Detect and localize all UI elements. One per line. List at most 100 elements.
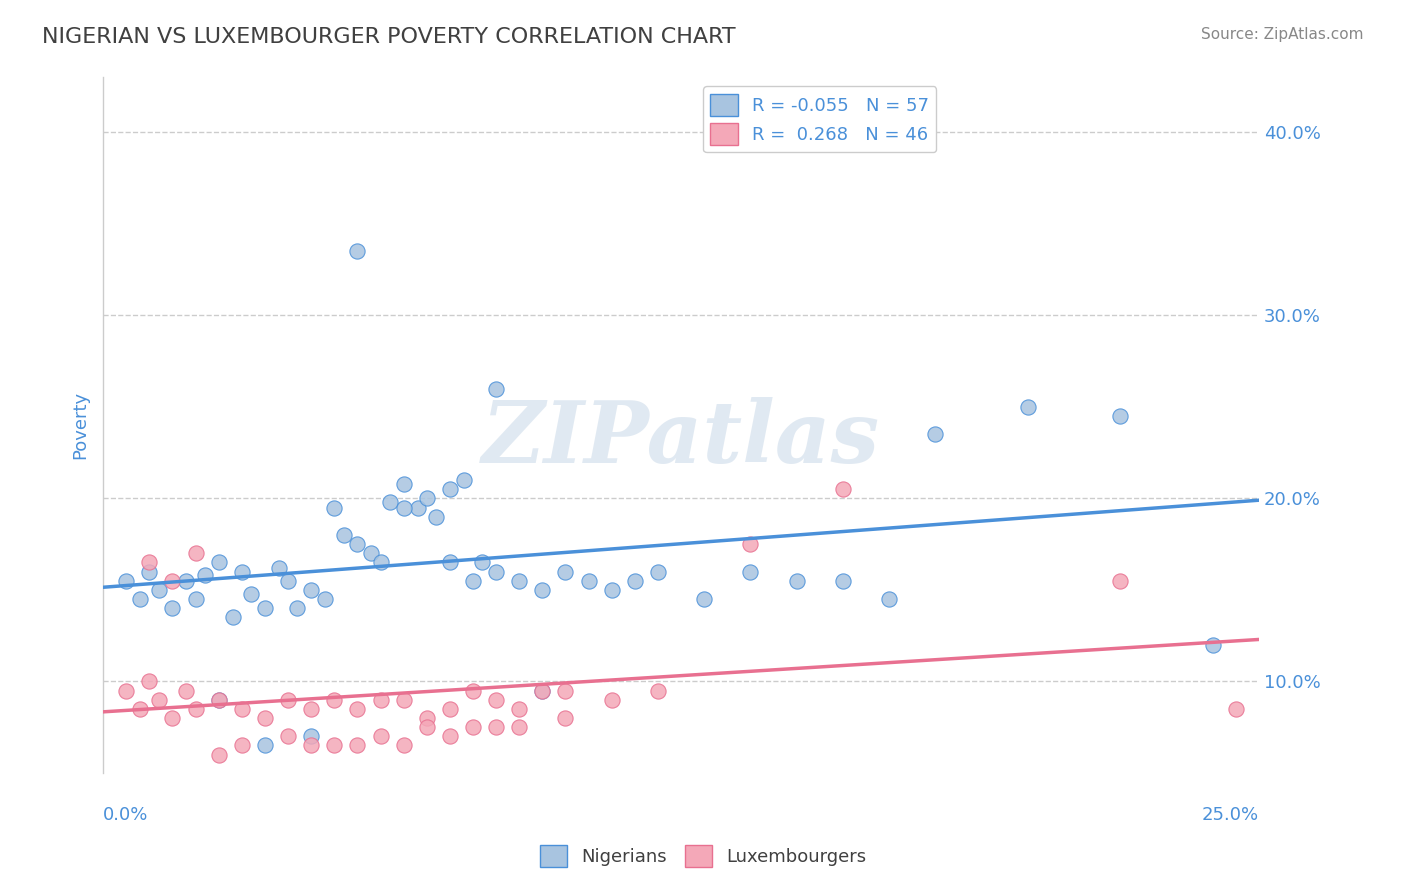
Point — [370, 729, 392, 743]
Point — [277, 729, 299, 743]
Point — [554, 711, 576, 725]
Point — [425, 509, 447, 524]
Point — [1225, 702, 1247, 716]
Point — [194, 568, 217, 582]
Point — [221, 610, 243, 624]
Text: 25.0%: 25.0% — [1202, 805, 1258, 824]
Point — [285, 601, 308, 615]
Point — [148, 692, 170, 706]
Point — [346, 244, 368, 259]
Point — [267, 561, 290, 575]
Point — [378, 495, 401, 509]
Text: ZIPatlas: ZIPatlas — [482, 397, 880, 481]
Point — [346, 739, 368, 753]
Point — [924, 427, 946, 442]
Point — [600, 582, 623, 597]
Point — [647, 565, 669, 579]
Point — [485, 720, 508, 734]
Point — [453, 473, 475, 487]
Point — [392, 476, 415, 491]
Point — [240, 586, 263, 600]
Point — [115, 574, 138, 588]
Point — [392, 500, 415, 515]
Point — [578, 574, 600, 588]
Point — [208, 692, 231, 706]
Point — [554, 565, 576, 579]
Point — [439, 482, 461, 496]
Point — [231, 702, 253, 716]
Point — [323, 692, 346, 706]
Point — [1109, 409, 1132, 423]
Point — [346, 702, 368, 716]
Point — [138, 674, 160, 689]
Text: 0.0%: 0.0% — [103, 805, 149, 824]
Point — [323, 739, 346, 753]
Point — [253, 711, 276, 725]
Point — [184, 702, 207, 716]
Point — [877, 592, 900, 607]
Point — [346, 537, 368, 551]
Y-axis label: Poverty: Poverty — [72, 391, 89, 459]
Point — [416, 720, 439, 734]
Point — [299, 739, 322, 753]
Point — [277, 574, 299, 588]
Point — [370, 692, 392, 706]
Point — [138, 565, 160, 579]
Text: Source: ZipAtlas.com: Source: ZipAtlas.com — [1201, 27, 1364, 42]
Point — [231, 739, 253, 753]
Point — [277, 692, 299, 706]
Point — [406, 500, 429, 515]
Legend: Nigerians, Luxembourgers: Nigerians, Luxembourgers — [533, 838, 873, 874]
Point — [471, 556, 494, 570]
Point — [184, 592, 207, 607]
Point — [360, 546, 382, 560]
Point — [392, 739, 415, 753]
Point — [439, 702, 461, 716]
Point — [129, 702, 152, 716]
Point — [332, 528, 354, 542]
Point — [299, 582, 322, 597]
Point — [1109, 574, 1132, 588]
Point — [370, 556, 392, 570]
Point — [416, 711, 439, 725]
Point — [162, 601, 184, 615]
Point — [299, 729, 322, 743]
Point — [461, 720, 484, 734]
Text: NIGERIAN VS LUXEMBOURGER POVERTY CORRELATION CHART: NIGERIAN VS LUXEMBOURGER POVERTY CORRELA… — [42, 27, 735, 46]
Point — [508, 720, 530, 734]
Point — [1202, 638, 1225, 652]
Point — [461, 683, 484, 698]
Point — [485, 565, 508, 579]
Point — [831, 482, 853, 496]
Point — [323, 500, 346, 515]
Point — [392, 692, 415, 706]
Point — [138, 556, 160, 570]
Point — [508, 574, 530, 588]
Point — [148, 582, 170, 597]
Point — [162, 574, 184, 588]
Point — [531, 683, 554, 698]
Point — [416, 491, 439, 506]
Point — [786, 574, 808, 588]
Point — [208, 556, 231, 570]
Point — [314, 592, 336, 607]
Point — [485, 382, 508, 396]
Point — [439, 729, 461, 743]
Point — [693, 592, 716, 607]
Point — [531, 683, 554, 698]
Point — [647, 683, 669, 698]
Point — [208, 747, 231, 762]
Point — [129, 592, 152, 607]
Point — [208, 692, 231, 706]
Point — [184, 546, 207, 560]
Point — [600, 692, 623, 706]
Point — [531, 582, 554, 597]
Legend: R = -0.055   N = 57, R =  0.268   N = 46: R = -0.055 N = 57, R = 0.268 N = 46 — [703, 87, 936, 153]
Point — [1017, 400, 1039, 414]
Point — [253, 601, 276, 615]
Point — [439, 556, 461, 570]
Point — [253, 739, 276, 753]
Point — [162, 711, 184, 725]
Point — [508, 702, 530, 716]
Point — [554, 683, 576, 698]
